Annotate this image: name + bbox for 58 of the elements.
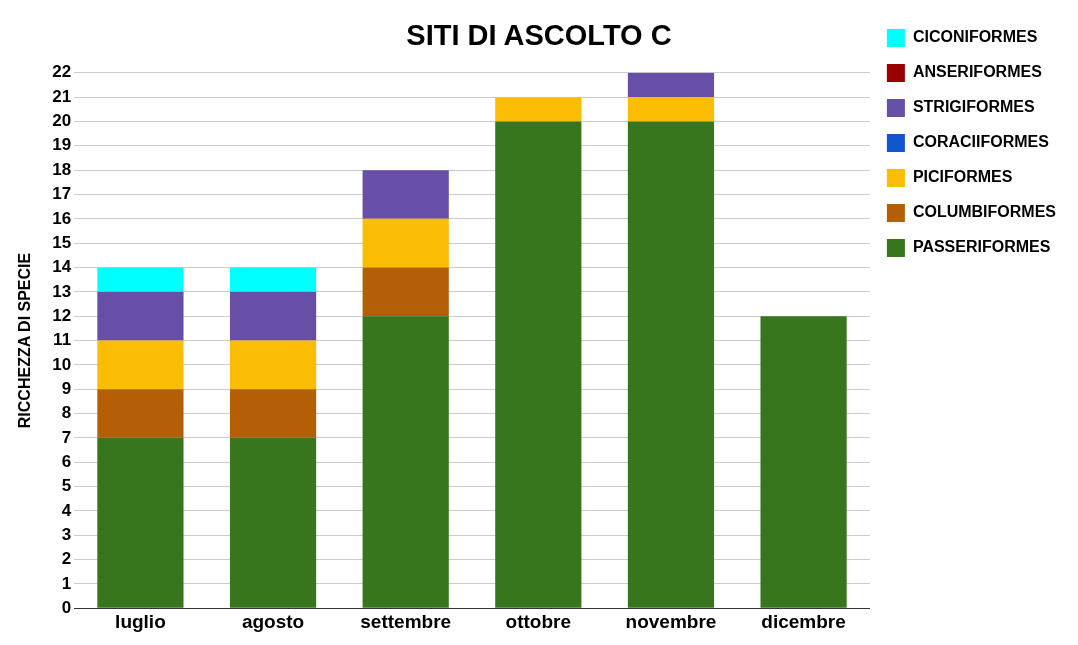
y-tick-label: 6 (61, 451, 72, 471)
bar (627, 72, 715, 98)
bar (229, 291, 317, 341)
bar (495, 97, 582, 122)
y-tick-label: 21 (52, 86, 72, 106)
bar (362, 267, 449, 317)
legend-label: COLUMBIFORMES (912, 203, 1057, 221)
y-tick-label: 5 (61, 476, 72, 496)
x-tick-label: novembre (625, 610, 717, 632)
y-tick-label: 20 (52, 111, 72, 131)
y-tick-label: 13 (52, 281, 72, 301)
y-tick-label: 4 (61, 500, 72, 520)
bar (760, 316, 847, 608)
y-tick-label: 22 (52, 62, 72, 82)
bar (495, 121, 582, 608)
y-tick-label: 7 (61, 427, 72, 447)
y-tick-label: 12 (52, 305, 72, 325)
chart-title: SITI DI ASCOLTO C (406, 19, 672, 52)
bar (97, 437, 184, 608)
y-tick-label: 8 (61, 403, 72, 423)
x-tick-label: dicembre (761, 610, 846, 632)
bar (229, 389, 317, 438)
bar (229, 437, 317, 608)
y-tick-label: 0 (61, 597, 72, 617)
legend-label: ANSERIFORMES (912, 63, 1043, 81)
y-tick-label: 11 (53, 330, 72, 350)
bar (97, 389, 184, 438)
legend-label: CICONIFORMES (912, 28, 1038, 46)
bar (627, 97, 715, 122)
x-tick-label: luglio (115, 610, 166, 632)
y-tick-label: 3 (61, 524, 72, 544)
y-tick-label: 14 (52, 257, 72, 277)
bar (97, 291, 184, 341)
y-tick-label: 1 (61, 573, 72, 593)
y-tick-label: 18 (52, 159, 72, 179)
x-tick-label: settembre (360, 610, 452, 632)
y-tick-label: 19 (52, 135, 72, 155)
y-tick-label: 9 (61, 378, 72, 398)
y-tick-label: 17 (52, 184, 72, 204)
x-tick-label: ottobre (505, 610, 572, 632)
x-tick-label: agosto (241, 610, 305, 632)
legend-label: STRIGIFORMES (912, 98, 1036, 116)
bar (362, 316, 449, 608)
legend-label: CORACIIFORMES (912, 133, 1050, 151)
bar (229, 267, 317, 292)
bar (362, 170, 449, 219)
bar (97, 340, 184, 390)
bar (362, 218, 449, 268)
y-tick-label: 16 (52, 208, 72, 228)
y-tick-label: 10 (52, 354, 72, 374)
legend-label: PICIFORMES (912, 168, 1013, 186)
bar (229, 340, 317, 390)
bar (97, 267, 184, 292)
y-tick-label: 15 (52, 232, 72, 252)
bar (627, 121, 715, 608)
y-axis-title: RICCHEZZA DI SPECIE (16, 252, 34, 429)
y-tick-label: 2 (61, 549, 72, 569)
legend-label: PASSERIFORMES (912, 238, 1051, 256)
